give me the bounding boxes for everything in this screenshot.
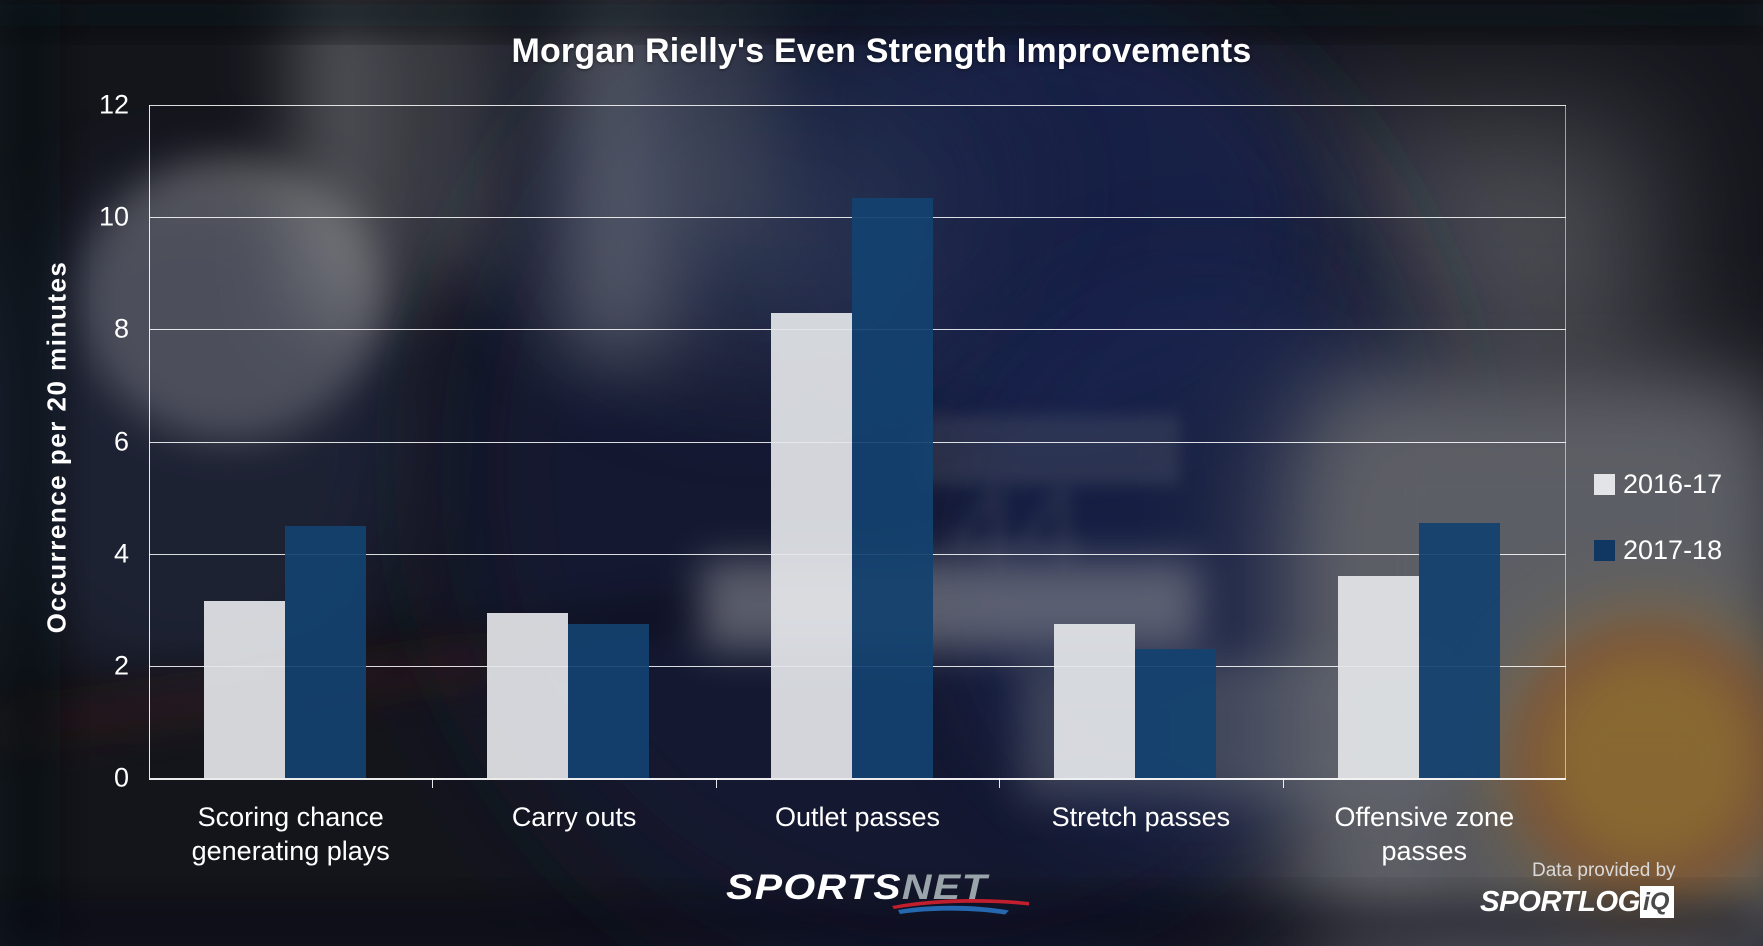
svg-text:iQ: iQ (1643, 888, 1670, 916)
svg-text:SPORTLOG: SPORTLOG (1480, 886, 1640, 918)
